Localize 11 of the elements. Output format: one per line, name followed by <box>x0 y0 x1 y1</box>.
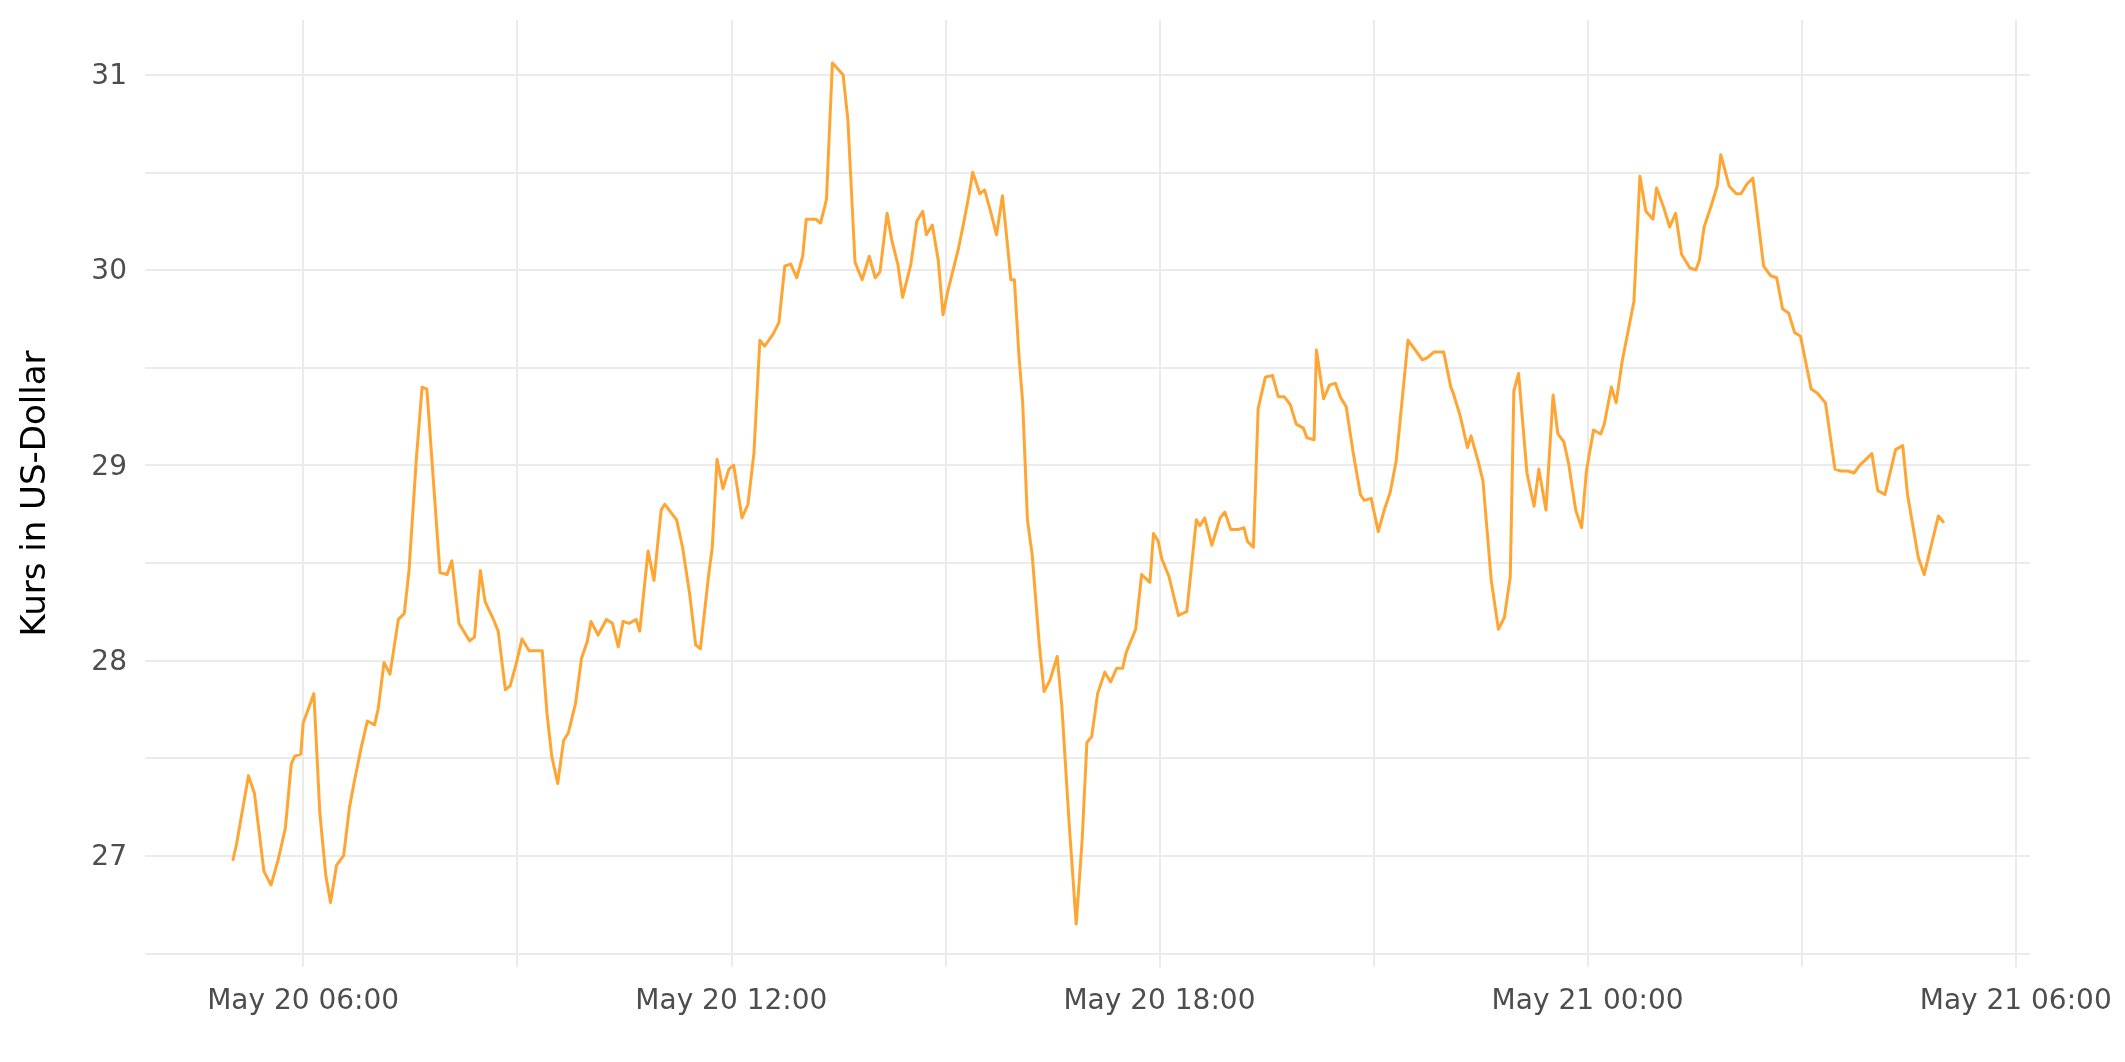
y-tick-label: 28 <box>91 643 127 677</box>
x-tick-label: May 21 06:00 <box>1919 982 2112 1016</box>
x-tick-label: May 21 00:00 <box>1491 982 1684 1016</box>
y-tick-label: 30 <box>91 253 127 287</box>
y-tick-label: 31 <box>91 58 127 92</box>
y-axis-title: Kurs in US-Dollar <box>13 350 53 637</box>
x-tick-label: May 20 12:00 <box>635 982 828 1016</box>
x-tick-label: May 20 18:00 <box>1063 982 1256 1016</box>
x-tick-label: May 20 06:00 <box>207 982 400 1016</box>
y-tick-label: 29 <box>91 448 127 482</box>
y-tick-label: 27 <box>91 839 127 873</box>
